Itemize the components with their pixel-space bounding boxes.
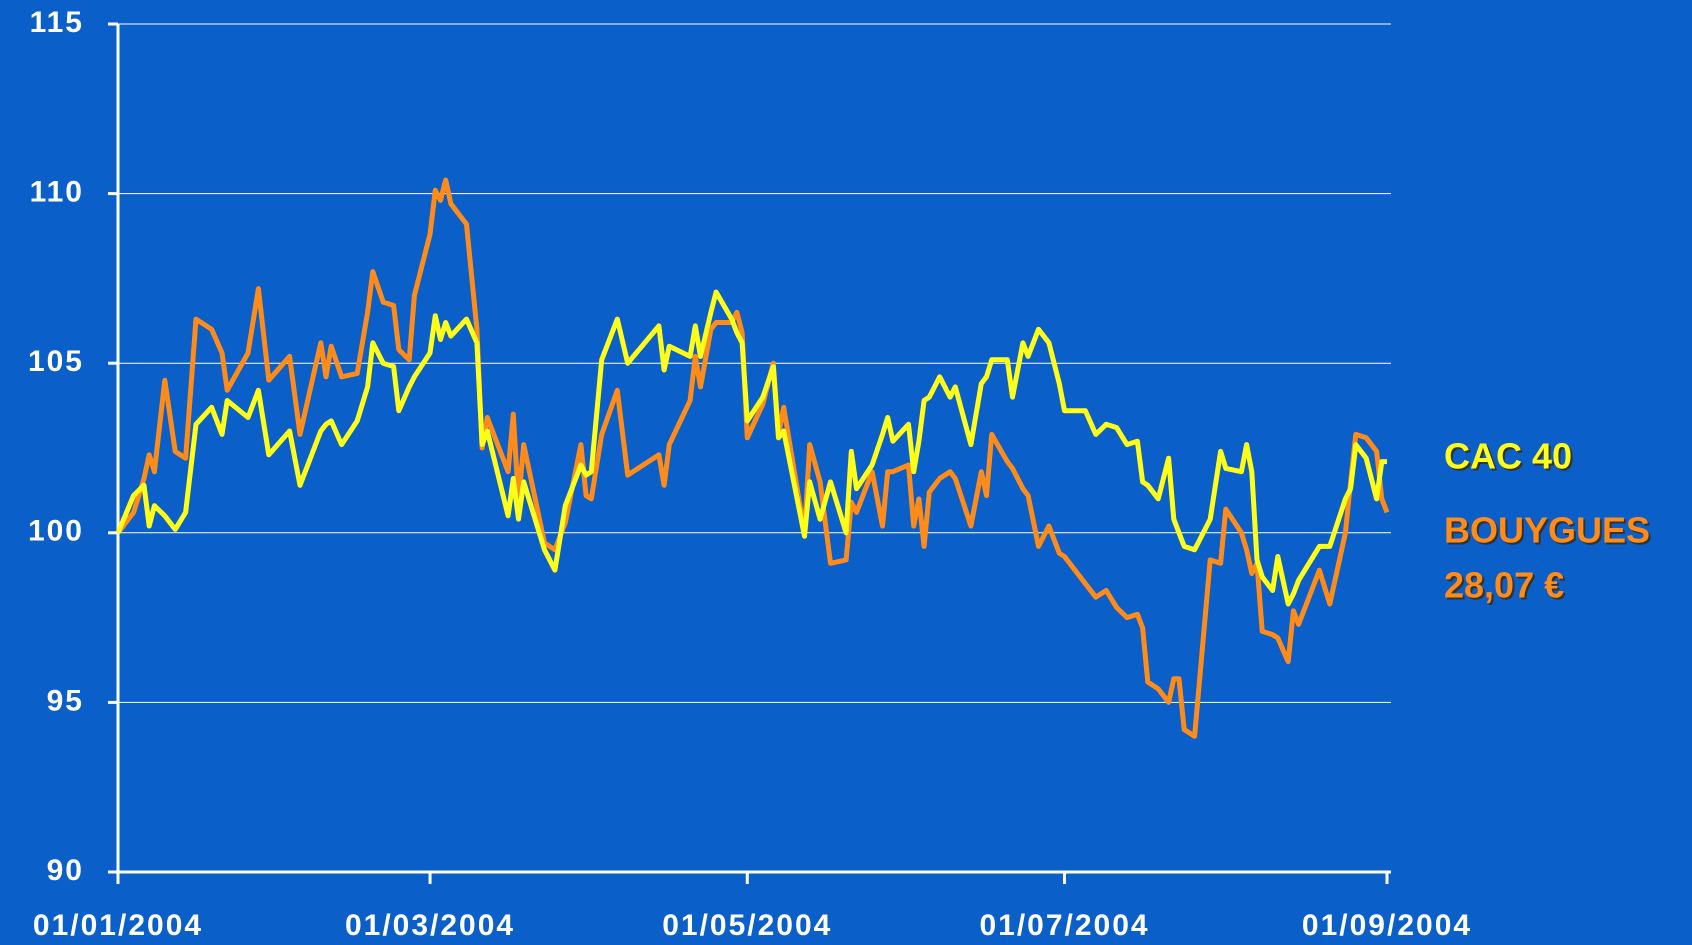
x-tick-label: 01/09/2004 [1302, 909, 1472, 942]
y-tick-label: 110 [30, 176, 84, 209]
x-tick-label: 01/03/2004 [345, 909, 515, 942]
legend-label: BOUYGUES [1444, 510, 1650, 551]
y-tick-label: 95 [47, 684, 84, 717]
annotation: 28,07 € [1444, 565, 1564, 606]
line-series [116, 177, 1390, 739]
x-tick-label: 01/01/2004 [33, 909, 203, 942]
y-tick-label: 100 [28, 515, 84, 548]
line-series [115, 289, 1387, 607]
x-tick-label: 01/05/2004 [662, 909, 832, 942]
y-tick-label: 105 [28, 345, 84, 378]
y-tick-label: 90 [47, 854, 84, 887]
legend-label: CAC 40 [1444, 436, 1572, 477]
x-tick-label: 01/07/2004 [979, 909, 1149, 942]
y-tick-label: 115 [30, 6, 84, 39]
